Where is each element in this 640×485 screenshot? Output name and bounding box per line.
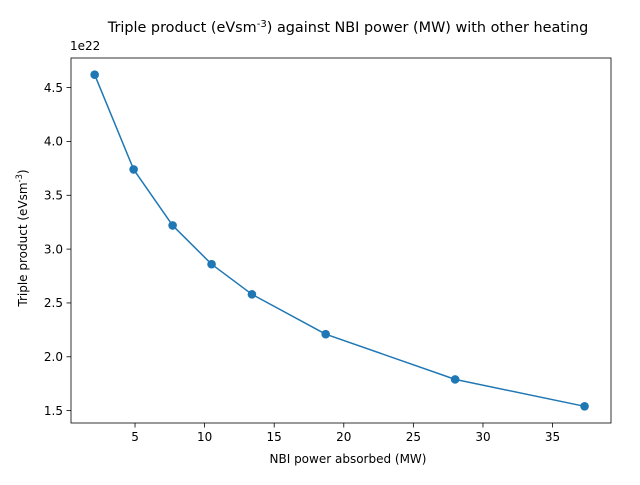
y-tick-label: 1.5	[44, 404, 63, 418]
x-axis-label: NBI power absorbed (MW)	[270, 452, 427, 466]
y-tick-label: 3.0	[44, 242, 63, 256]
x-tick-label: 5	[131, 430, 139, 444]
series-line	[93, 74, 585, 408]
y-tick-label: 3.5	[44, 189, 63, 203]
data-point	[580, 402, 589, 411]
data-point	[90, 70, 99, 79]
y-axis-label: Triple product (eVsm-3)	[14, 169, 30, 307]
x-tick-label: 20	[336, 430, 351, 444]
data-point	[247, 290, 257, 299]
y-tick-label: 2.5	[44, 296, 63, 310]
data-point	[450, 375, 460, 384]
data-point	[168, 221, 177, 230]
chart-title: Triple product (eVsm-3) against NBI powe…	[107, 19, 588, 37]
data-point	[207, 259, 216, 269]
x-tick-label: 30	[475, 430, 490, 444]
x-tick-label: 15	[267, 430, 282, 444]
y-axis-offset-label: 1e22	[70, 39, 100, 53]
axes-frame	[70, 57, 612, 424]
y-tick-label: 4.0	[44, 135, 63, 149]
data-point	[321, 329, 330, 339]
x-tick-label: 10	[197, 430, 212, 444]
y-tick-label: 2.0	[44, 350, 63, 364]
plot-area: 5 10 15 20 25 30 35 1.5 2.0 2.5 3.0 3.5 4.0 4.5	[44, 57, 612, 444]
x-tick-label: 35	[545, 430, 560, 444]
y-tick-label: 4.5	[44, 81, 63, 95]
data-point	[129, 165, 138, 174]
x-tick-label: 25	[406, 430, 421, 444]
